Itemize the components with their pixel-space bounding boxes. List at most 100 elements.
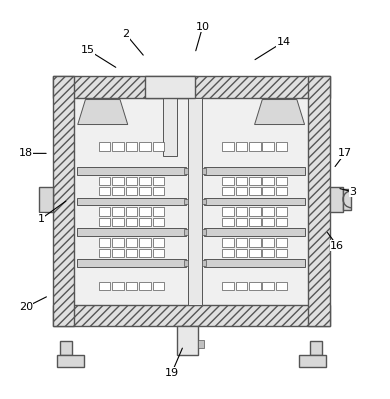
Bar xyxy=(204,167,305,174)
Bar xyxy=(222,142,234,151)
Bar xyxy=(222,187,234,196)
Text: 20: 20 xyxy=(19,302,33,312)
Bar xyxy=(145,77,195,98)
Bar xyxy=(99,187,110,196)
Bar xyxy=(126,207,137,216)
Bar xyxy=(202,260,206,266)
Bar xyxy=(222,177,234,185)
Bar xyxy=(99,218,110,226)
Bar xyxy=(139,218,151,226)
Bar xyxy=(53,305,330,326)
Bar xyxy=(249,142,261,151)
Bar xyxy=(276,238,287,247)
Bar xyxy=(126,177,137,185)
Bar xyxy=(112,218,124,226)
Bar xyxy=(152,249,164,257)
Bar xyxy=(262,187,274,196)
Bar xyxy=(139,249,151,257)
Bar xyxy=(152,187,164,196)
Bar xyxy=(99,238,110,247)
Bar xyxy=(184,168,188,174)
Bar xyxy=(308,77,330,326)
Bar xyxy=(139,238,151,247)
Text: 19: 19 xyxy=(165,367,179,377)
Bar xyxy=(249,207,261,216)
Bar xyxy=(112,187,124,196)
Bar xyxy=(236,207,247,216)
Bar xyxy=(249,238,261,247)
Bar xyxy=(184,260,188,266)
Text: 3: 3 xyxy=(349,187,356,197)
Bar xyxy=(249,218,261,226)
Bar xyxy=(126,218,137,226)
Bar xyxy=(139,187,151,196)
Bar xyxy=(202,199,206,204)
Bar xyxy=(262,177,274,185)
Bar xyxy=(99,207,110,216)
Bar xyxy=(163,98,177,156)
Bar xyxy=(152,207,164,216)
Bar xyxy=(276,177,287,185)
Bar xyxy=(236,218,247,226)
Bar xyxy=(222,207,234,216)
Bar xyxy=(126,238,137,247)
Bar xyxy=(112,177,124,185)
Bar xyxy=(249,187,261,196)
Bar xyxy=(222,238,234,247)
Bar xyxy=(112,282,124,290)
Bar xyxy=(299,355,326,367)
Bar xyxy=(276,282,287,290)
Bar xyxy=(177,326,198,355)
Bar xyxy=(262,249,274,257)
Bar xyxy=(236,238,247,247)
Bar xyxy=(249,249,261,257)
Bar xyxy=(310,341,322,355)
Bar xyxy=(139,207,151,216)
Bar xyxy=(236,177,247,185)
Bar xyxy=(99,249,110,257)
Polygon shape xyxy=(78,99,128,124)
Text: 16: 16 xyxy=(330,241,344,251)
Bar xyxy=(330,187,343,212)
Bar xyxy=(222,249,234,257)
Text: 14: 14 xyxy=(277,37,291,47)
Bar xyxy=(276,249,287,257)
Bar xyxy=(112,249,124,257)
Bar xyxy=(53,77,74,326)
Bar xyxy=(77,259,186,267)
Bar xyxy=(112,207,124,216)
Bar xyxy=(99,282,110,290)
Bar xyxy=(112,142,124,151)
Bar xyxy=(74,98,308,305)
Text: 10: 10 xyxy=(196,22,210,32)
Bar xyxy=(53,77,330,98)
Bar xyxy=(112,238,124,247)
Bar xyxy=(236,282,247,290)
Bar xyxy=(262,142,274,151)
Bar xyxy=(262,218,274,226)
Bar xyxy=(276,142,287,151)
Bar xyxy=(126,282,137,290)
Bar xyxy=(60,341,72,355)
Bar xyxy=(152,282,164,290)
Bar xyxy=(249,282,261,290)
Bar xyxy=(249,177,261,185)
Bar xyxy=(126,249,137,257)
Bar xyxy=(57,355,83,367)
Text: 15: 15 xyxy=(80,45,94,55)
Bar xyxy=(188,98,202,305)
Bar xyxy=(198,340,204,348)
Bar xyxy=(236,249,247,257)
Bar xyxy=(204,228,305,236)
Bar xyxy=(202,168,206,174)
Bar xyxy=(262,238,274,247)
Bar xyxy=(152,142,164,151)
Bar xyxy=(126,187,137,196)
Bar xyxy=(152,218,164,226)
Bar xyxy=(139,177,151,185)
Bar xyxy=(77,198,186,205)
Bar xyxy=(126,142,137,151)
Text: 2: 2 xyxy=(122,29,129,39)
Bar xyxy=(152,177,164,185)
Bar xyxy=(202,229,206,235)
